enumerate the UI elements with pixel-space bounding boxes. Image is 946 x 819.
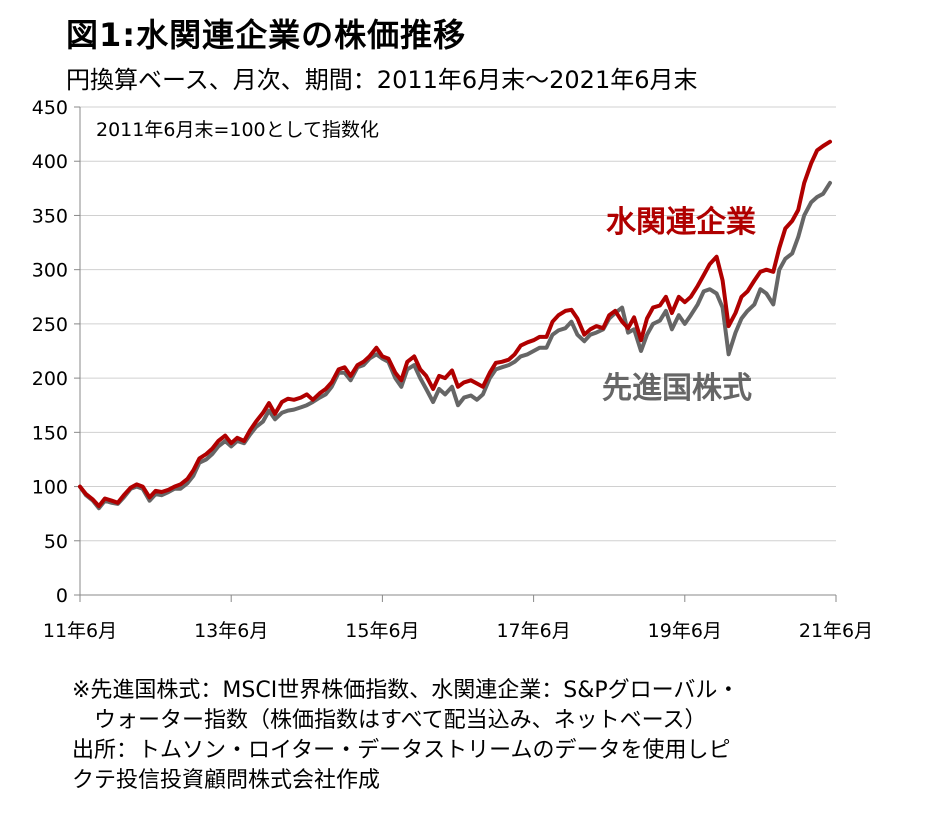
x-tick-label: 11年6月	[43, 620, 117, 642]
y-tick-label: 50	[44, 531, 68, 553]
footnotes: ※先進国株式：MSCI世界株価指数、水関連企業：S&Pグローバル・ ウォーター指…	[72, 676, 739, 796]
line-chart: 0 50 100 150 200 250 300 350 400 450 11年6月 13年6月 15…	[32, 97, 873, 642]
y-tick-label: 450	[32, 97, 68, 119]
series-line-1	[78, 139, 832, 509]
index-annotation: 2011年6月末=100として指数化	[96, 119, 379, 141]
y-tick-label: 200	[32, 368, 68, 390]
y-tick-label: 400	[32, 151, 68, 173]
footnote-line-2: ウォーター指数（株価指数はすべて配当込み、ネットベース）	[94, 708, 707, 733]
x-tick-label: 19年6月	[648, 620, 722, 642]
series-label-developed: 先進国株式	[602, 371, 752, 406]
axes	[74, 106, 837, 602]
series-label-water: 水関連企業	[606, 205, 756, 240]
series-lines	[78, 139, 832, 511]
source-line-1: 出所：トムソン・ロイター・データストリームのデータを使用しピ	[72, 738, 731, 763]
x-tick-label: 13年6月	[194, 620, 268, 642]
y-tick-label: 300	[32, 260, 68, 282]
series-line-0	[78, 180, 832, 511]
x-tick-label: 21年6月	[799, 620, 873, 642]
y-tick-label: 250	[32, 314, 68, 336]
y-tick-label: 150	[32, 422, 68, 444]
gridlines	[80, 106, 836, 542]
y-tick-label: 100	[32, 477, 68, 499]
chart-subtitle: 円換算ベース、月次、期間：2011年6月末～2021年6月末	[66, 66, 698, 94]
x-tick-label: 15年6月	[345, 620, 419, 642]
x-tick-label: 17年6月	[496, 620, 570, 642]
y-tick-label: 0	[56, 585, 68, 607]
source-line-2: クテ投信投資顧問株式会社作成	[72, 768, 381, 793]
y-tick-labels: 0 50 100 150 200 250 300 350 400 450	[32, 97, 68, 607]
footnote-line-1: ※先進国株式：MSCI世界株価指数、水関連企業：S&Pグローバル・	[72, 678, 740, 703]
chart-title: 図1:水関連企業の株価推移	[66, 16, 467, 54]
y-tick-label: 350	[32, 205, 68, 227]
x-tick-labels: 11年6月 13年6月 15年6月 17年6月 19年6月 21年6月	[43, 620, 873, 642]
